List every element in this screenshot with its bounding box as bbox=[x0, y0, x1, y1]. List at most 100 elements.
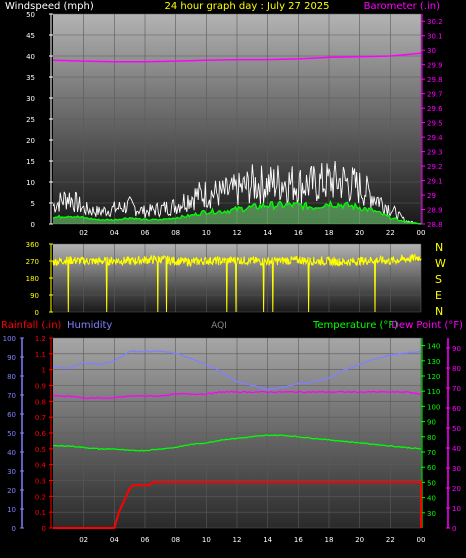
rainfall-tick-label: 1 bbox=[42, 367, 46, 375]
temperature-x-tick-label: 12 bbox=[233, 536, 242, 544]
rainfall-axis-title: Rainfall (.in) bbox=[1, 320, 62, 331]
wind-x-tick-label: 20 bbox=[355, 229, 364, 237]
temperature-tick-label: 120 bbox=[427, 373, 440, 381]
dewpoint-tick-label: 20 bbox=[452, 485, 461, 493]
direction-series bbox=[52, 253, 422, 313]
direction-tick-label: 180 bbox=[26, 275, 39, 283]
humidity-tick-label: 50 bbox=[7, 430, 16, 438]
compass-label-e: E bbox=[435, 289, 442, 302]
temperature-tick-label: 40 bbox=[427, 495, 436, 503]
wind-x-ticks: 02 04 06 08 10 12 14 16 18 20 22 00 bbox=[79, 229, 425, 237]
direction-ticks: 0 90 180 270 360 bbox=[26, 241, 53, 317]
wind-x-tick-label: 12 bbox=[233, 229, 242, 237]
humidity-tick-label: 10 bbox=[7, 506, 16, 514]
barometer-ticks: 28.8 28.9 29 29.1 29.2 29.3 29.4 29.5 29.6 29.7 29… bbox=[421, 14, 443, 229]
temperature-x-tick-label: 22 bbox=[386, 536, 395, 544]
direction-tick-label: 270 bbox=[26, 258, 39, 266]
dewpoint-tick-label: 30 bbox=[452, 465, 461, 473]
humidity-tick-label: 100 bbox=[3, 335, 16, 343]
barometer-tick-label: 29.6 bbox=[427, 105, 443, 113]
barometer-series-line bbox=[52, 52, 422, 63]
temperature-x-tick-label: 04 bbox=[110, 536, 119, 544]
wind-x-tick-label: 08 bbox=[171, 229, 180, 237]
temperature-x-tick-label: 00 bbox=[417, 536, 426, 544]
temperature-gridlines bbox=[53, 337, 422, 529]
barometer-tick-label: 29.4 bbox=[427, 134, 443, 142]
temperature-tick-label: 70 bbox=[427, 449, 436, 457]
rainfall-tick-label: 0.5 bbox=[35, 446, 46, 454]
humidity-tick-label: 90 bbox=[7, 354, 16, 362]
rainfall-tick-label: 0.3 bbox=[35, 478, 46, 486]
windspeed-tick-label: 5 bbox=[31, 200, 35, 208]
temperature-x-tick-label: 08 bbox=[171, 536, 180, 544]
aqi-axis-title: AQI bbox=[211, 321, 227, 331]
wind-x-tick-label: 00 bbox=[417, 229, 426, 237]
direction-series-line bbox=[52, 253, 422, 313]
compass-label-w: W bbox=[435, 257, 446, 270]
wind-x-tick-label: 10 bbox=[202, 229, 211, 237]
temperature-tick-label: 100 bbox=[427, 403, 440, 411]
temperature-x-tick-label: 02 bbox=[79, 536, 88, 544]
temperature-x-tick-label: 14 bbox=[263, 536, 272, 544]
dewpoint-tick-label: 80 bbox=[452, 365, 461, 373]
wind-x-tick-label: 18 bbox=[325, 229, 334, 237]
dewpoint-ticks: 0 10 20 30 40 50 60 70 80 90 bbox=[446, 338, 461, 533]
temperature-x-tick-label: 06 bbox=[141, 536, 150, 544]
wind-x-tick-label: 04 bbox=[110, 229, 119, 237]
dewpoint-tick-label: 50 bbox=[452, 425, 461, 433]
windspeed-axis-title: Windspeed (mph) bbox=[5, 1, 94, 12]
rainfall-tick-label: 0.2 bbox=[35, 493, 46, 501]
direction-tick-label: 360 bbox=[26, 241, 39, 249]
temperature-x-ticks: 02 04 06 08 10 12 14 16 18 20 22 00 bbox=[79, 536, 425, 544]
humidity-tick-label: 70 bbox=[7, 392, 16, 400]
wind-gridlines bbox=[53, 13, 422, 225]
barometer-tick-label: 29 bbox=[427, 192, 436, 200]
rainfall-tick-label: 0.4 bbox=[35, 462, 47, 470]
temperature-series bbox=[52, 350, 422, 529]
wind-x-tick-label: 14 bbox=[263, 229, 272, 237]
barometer-tick-label: 29.1 bbox=[427, 178, 443, 186]
barometer-tick-label: 28.8 bbox=[427, 221, 443, 229]
humidity-tick-label: 30 bbox=[7, 468, 16, 476]
rainfall-tick-label: 0 bbox=[42, 525, 46, 533]
dewpoint-tick-label: 0 bbox=[452, 525, 456, 533]
windspeed-tick-label: 50 bbox=[26, 11, 35, 19]
compass-label-n-bottom: N bbox=[435, 305, 443, 318]
chart-title: 24 hour graph day : July 27 2025 bbox=[164, 1, 329, 12]
temperature-tick-label: 130 bbox=[427, 358, 440, 366]
temperature-x-tick-label: 18 bbox=[325, 536, 334, 544]
temperature-x-tick-label: 20 bbox=[355, 536, 364, 544]
barometer-tick-label: 30 bbox=[427, 47, 436, 55]
windspeed-tick-label: 20 bbox=[26, 137, 35, 145]
barometer-tick-label: 29.9 bbox=[427, 62, 443, 70]
barometer-tick-label: 28.9 bbox=[427, 207, 443, 215]
temperature-x-tick-label: 10 bbox=[202, 536, 211, 544]
rainfall-tick-label: 1.2 bbox=[35, 335, 46, 343]
wind-series bbox=[52, 52, 422, 225]
windspeed-tick-label: 45 bbox=[26, 32, 35, 40]
direction-panel: 0 90 180 270 360 N W S E N bbox=[26, 241, 446, 318]
rainfall-tick-label: 0.8 bbox=[35, 398, 46, 406]
windspeed-tick-label: 0 bbox=[31, 221, 35, 229]
rainfall-tick-label: 0.7 bbox=[35, 414, 46, 422]
compass-label-s: S bbox=[435, 273, 442, 286]
humidity-series-line bbox=[52, 350, 422, 391]
dewpoint-tick-label: 70 bbox=[452, 385, 461, 393]
gust-series-line bbox=[52, 160, 422, 225]
temperature-tick-label: 60 bbox=[427, 464, 436, 472]
rainfall-series-line bbox=[53, 481, 422, 529]
windspeed-tick-label: 25 bbox=[26, 116, 35, 124]
rainfall-tick-label: 0.1 bbox=[35, 509, 46, 517]
dewpoint-series-line bbox=[52, 390, 421, 400]
humidity-tick-label: 80 bbox=[7, 373, 16, 381]
wind-average-line bbox=[52, 199, 422, 225]
compass-labels: N W S E N bbox=[435, 241, 446, 318]
rainfall-tick-label: 0.6 bbox=[35, 430, 47, 438]
rainfall-ticks: 0 0.1 0.2 0.3 0.4 0.5 0.6 0.7 0.8 0.9 1 1.1 1.2 bbox=[35, 335, 53, 533]
windspeed-tick-label: 30 bbox=[26, 95, 35, 103]
temperature-x-tick-label: 16 bbox=[294, 536, 303, 544]
dewpoint-axis-title: Dew Point (°F) bbox=[391, 320, 463, 331]
temperature-tick-label: 80 bbox=[427, 434, 436, 442]
